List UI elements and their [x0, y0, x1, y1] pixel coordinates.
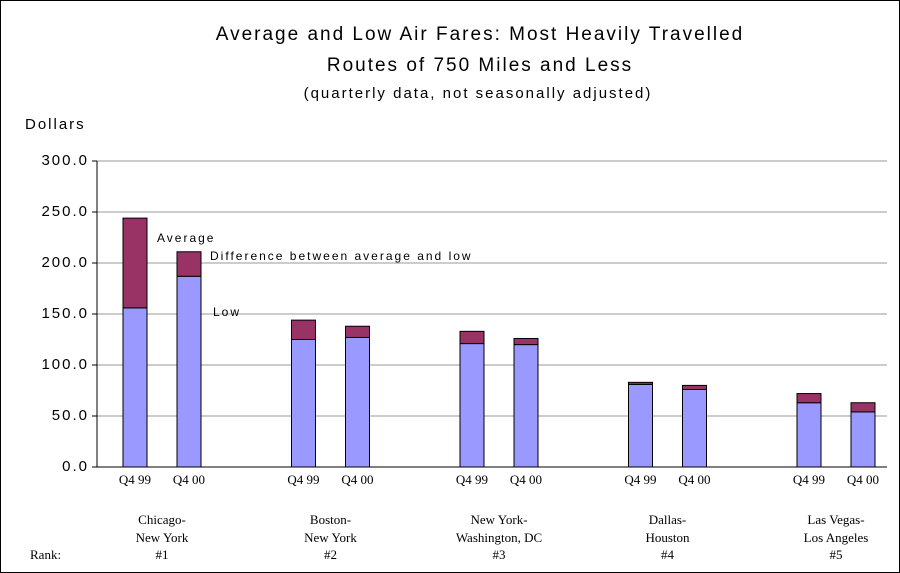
x-tick-label: Q4 99 [119, 472, 151, 487]
group-label: Los Angeles [804, 530, 869, 545]
bar-segment [513, 344, 539, 468]
x-tick-label: Q4 00 [510, 472, 542, 487]
annotation: Average [157, 231, 215, 245]
x-tick-label: Q4 00 [341, 472, 373, 487]
y-tick-label: 0.0 [62, 458, 89, 475]
group-label: Dallas- [649, 512, 687, 527]
rank: #1 [156, 547, 169, 562]
group-label: Las Vegas- [807, 512, 864, 527]
bar-segment [796, 393, 822, 404]
chart-title: Average and Low Air Fares: Most Heavily … [216, 24, 745, 45]
bar-segment [291, 319, 316, 340]
rank: #2 [324, 547, 337, 562]
bar-segment [850, 411, 876, 468]
x-tick-label: Q4 99 [287, 472, 319, 487]
bar-segment [796, 402, 822, 468]
bar-segment [682, 388, 707, 468]
bar-segment [122, 217, 148, 309]
group-label: Washington, DC [456, 530, 542, 545]
bar-segment [345, 336, 370, 468]
rank: #5 [830, 547, 843, 562]
x-tick-label: Q4 99 [624, 472, 656, 487]
group-label: Boston- [310, 512, 351, 527]
group-label: New York [304, 530, 357, 545]
group-label: Houston [645, 530, 690, 545]
y-axis-label: Dollars [25, 116, 86, 133]
y-tick-label: 50.0 [52, 407, 89, 424]
bar-segment [628, 383, 653, 468]
group-label: Chicago- [138, 512, 186, 527]
bar-segment [176, 251, 202, 277]
y-tick-label: 200.0 [41, 254, 89, 271]
x-tick-label: Q4 99 [456, 472, 488, 487]
group-label: New York- [470, 512, 527, 527]
bar-segment [459, 343, 485, 468]
bar-segment [628, 381, 653, 385]
bar-segment [459, 330, 485, 345]
bar-segment [122, 307, 148, 468]
bar-segment [850, 402, 876, 413]
chart-title: Routes of 750 Miles and Less [327, 55, 633, 76]
bar-segment [176, 275, 202, 468]
bar-segment [345, 325, 370, 338]
x-tick-label: Q4 00 [678, 472, 710, 487]
bar-segment [513, 337, 539, 346]
y-tick-label: 150.0 [41, 305, 89, 322]
y-tick-label: 300.0 [41, 152, 89, 169]
bar-segment [682, 384, 707, 390]
y-tick-label: 100.0 [41, 356, 89, 373]
legend-label: Low [213, 305, 241, 319]
chart-subtitle: (quarterly data, not seasonally adjusted… [304, 85, 653, 102]
x-tick-label: Q4 99 [793, 472, 825, 487]
y-tick-label: 250.0 [41, 203, 89, 220]
legend-label: Difference between average and low [210, 249, 473, 263]
bar-segment [291, 339, 316, 468]
rank: #4 [661, 547, 675, 562]
x-tick-label: Q4 00 [173, 472, 205, 487]
x-tick-label: Q4 00 [847, 472, 879, 487]
rank: #3 [493, 547, 506, 562]
rank-label: Rank: [30, 547, 61, 562]
group-label: New York [136, 530, 189, 545]
